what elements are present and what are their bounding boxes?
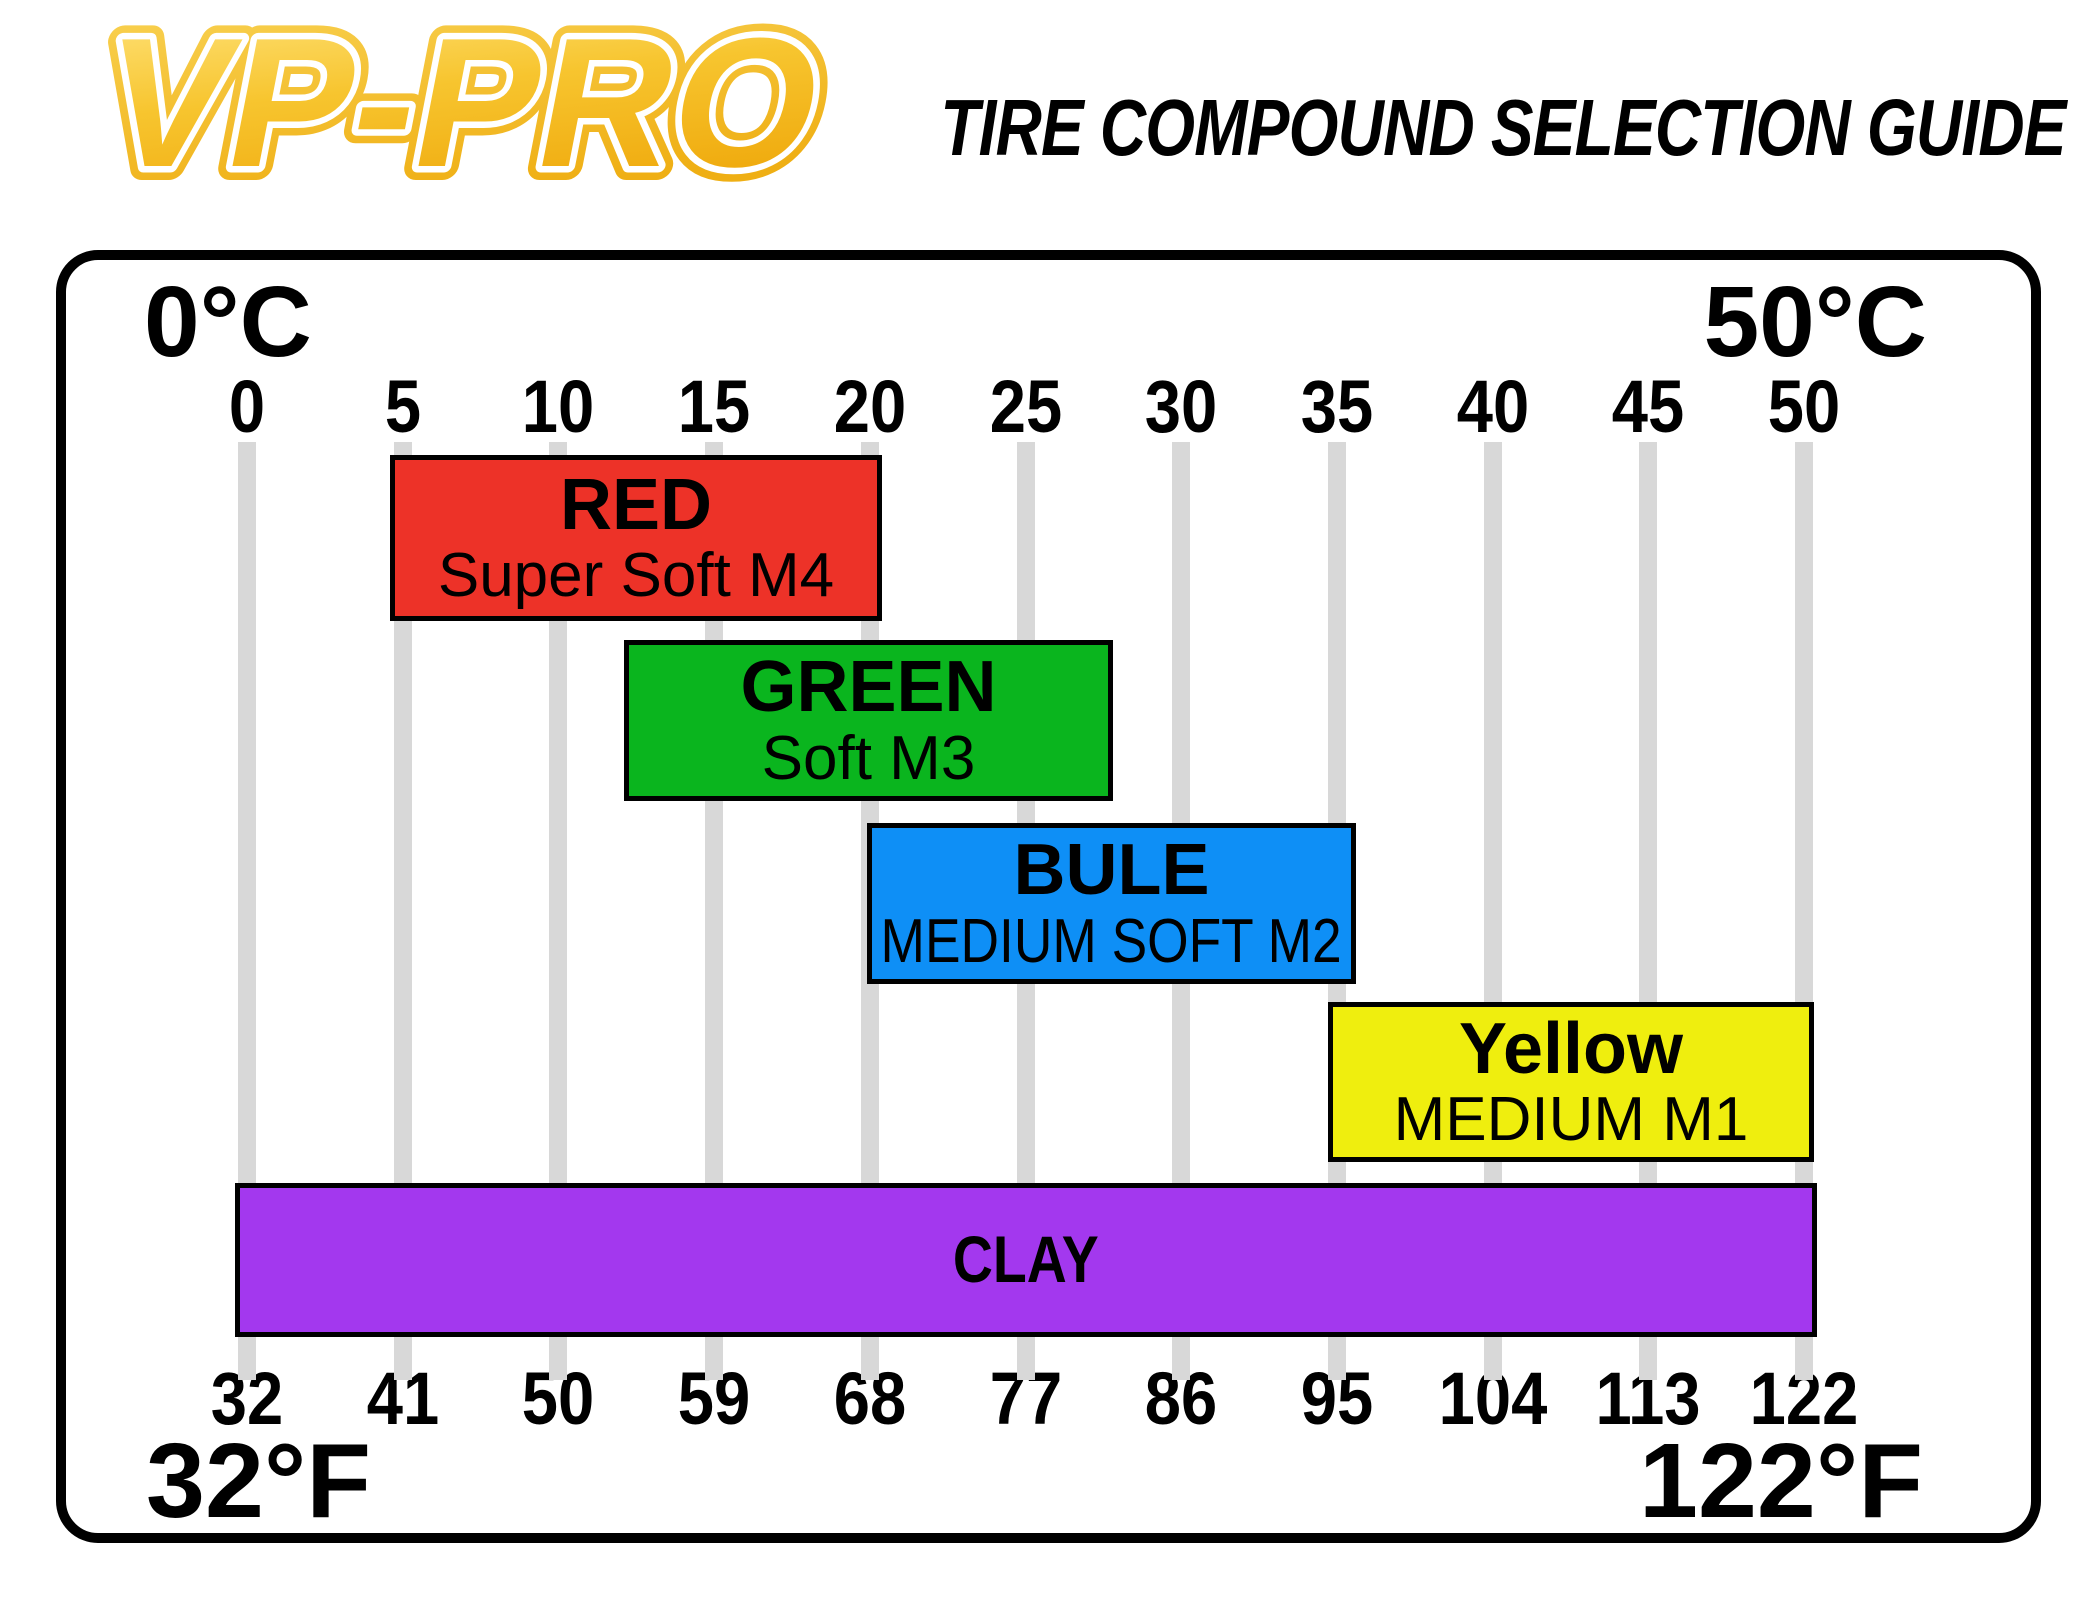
compound-description: Soft M3 [761, 723, 976, 793]
celsius-tick-label: 20 [833, 365, 907, 448]
compound-bar-red: RED Super Soft M4 [390, 455, 882, 621]
celsius-min-label: 0°C [144, 266, 312, 378]
celsius-tick-label: 35 [1300, 365, 1374, 448]
fahrenheit-min-label: 32°F [146, 1422, 372, 1540]
temperature-gridline [394, 442, 412, 1380]
logo-text: VP-PRO [89, 14, 840, 206]
celsius-tick-label: 0 [228, 365, 266, 448]
compound-description: Super Soft M4 [437, 541, 835, 611]
temperature-gridline [549, 442, 567, 1380]
compound-name: RED [559, 464, 712, 545]
celsius-tick-label: 15 [677, 365, 751, 448]
compound-name: CLAY [953, 1222, 1099, 1297]
celsius-tick-label: 5 [384, 365, 422, 448]
compound-bar-blue: BULE MEDIUM SOFT M2 [867, 823, 1356, 984]
fahrenheit-max-label: 122°F [1639, 1422, 1923, 1540]
temperature-gridline [238, 442, 256, 1380]
compound-description: MEDIUM SOFT M2 [880, 906, 1343, 976]
compound-bar-yellow: Yellow MEDIUM M1 [1328, 1002, 1814, 1162]
celsius-tick-label: 25 [989, 365, 1063, 448]
compound-description: MEDIUM M1 [1393, 1085, 1749, 1155]
compound-bar-clay: CLAY [235, 1183, 1817, 1337]
page-title: TIRE COMPOUND SELECTION GUIDE [940, 83, 2067, 172]
compound-name: BULE [1013, 830, 1210, 911]
celsius-tick-label: 45 [1611, 365, 1685, 448]
celsius-tick-label: 30 [1144, 365, 1218, 448]
vp-pro-logo: VP-PRO VP-PRO [75, 14, 854, 219]
compound-name: GREEN [740, 647, 997, 728]
chart-panel: 0°C 50°C 32°F 122°F 0 5 10 15 20 25 30 3… [56, 250, 2041, 1543]
compound-bar-green: GREEN Soft M3 [624, 640, 1113, 801]
celsius-tick-label: 10 [521, 365, 595, 448]
logo-outline-text: VP-PRO [89, 14, 840, 206]
celsius-tick-label: 40 [1456, 365, 1530, 448]
compound-name: Yellow [1458, 1008, 1684, 1089]
celsius-max-label: 50°C [1703, 266, 1927, 378]
celsius-tick-label: 50 [1767, 365, 1841, 448]
